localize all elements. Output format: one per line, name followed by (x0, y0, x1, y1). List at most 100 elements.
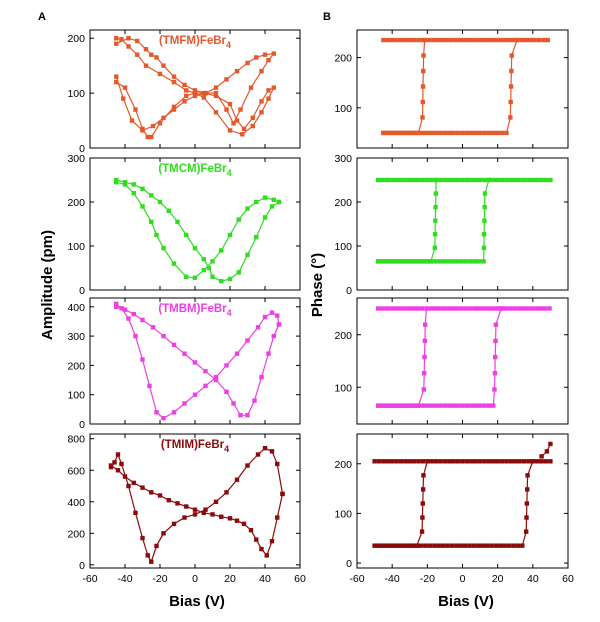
data-point (255, 452, 261, 457)
data-point (459, 259, 464, 264)
data-point (451, 459, 456, 464)
data-point (419, 259, 425, 264)
data-point (154, 410, 159, 415)
data-point (372, 543, 377, 548)
data-point (248, 527, 254, 533)
data-point (534, 306, 539, 311)
series-forward (375, 306, 552, 408)
data-point (473, 403, 478, 408)
data-point (114, 177, 119, 183)
data-point (389, 130, 395, 136)
data-point (192, 360, 198, 365)
data-point (539, 454, 544, 459)
data-point (486, 403, 492, 408)
data-point (421, 53, 426, 58)
data-point (271, 197, 276, 202)
data-point (510, 37, 515, 43)
data-point (529, 306, 535, 311)
data-point (480, 543, 485, 548)
data-point (526, 177, 531, 183)
data-point (521, 459, 527, 464)
data-point (464, 459, 470, 464)
data-point (161, 415, 166, 421)
data-point (520, 543, 525, 548)
data-point (493, 354, 498, 360)
data-point (446, 259, 451, 264)
data-point (276, 199, 282, 205)
data-point (236, 270, 241, 275)
data-point (133, 107, 138, 112)
data-point (114, 74, 119, 79)
data-point (149, 559, 154, 564)
data-point (381, 37, 386, 43)
data-point (476, 543, 481, 548)
data-point (514, 37, 520, 43)
data-point (402, 306, 407, 311)
data-point (149, 134, 154, 140)
data-point (381, 459, 386, 464)
data-point (126, 36, 131, 41)
data-point (149, 52, 154, 57)
data-point (385, 37, 390, 43)
data-point (133, 333, 138, 339)
phase-axis-label: Phase (°) (309, 253, 326, 317)
data-point (126, 483, 131, 489)
panel-a2: 0 100 200 300 (TMCM)FeBr4 (67, 153, 301, 297)
data-point (245, 463, 250, 468)
data-point (393, 177, 398, 183)
data-point (262, 445, 268, 451)
data-point (433, 177, 438, 183)
data-point (513, 177, 518, 183)
data-point (515, 543, 521, 548)
data-point (227, 276, 233, 282)
data-point (482, 130, 487, 136)
data-point (213, 377, 219, 383)
data-point (424, 306, 429, 311)
data-point (523, 37, 528, 43)
data-point (419, 529, 425, 534)
data-point (372, 459, 377, 464)
data-point (397, 259, 403, 264)
data-point (403, 37, 408, 43)
data-point (411, 37, 417, 43)
data-point (231, 121, 236, 126)
data-point (259, 374, 264, 380)
data-point (262, 314, 268, 320)
amplitude-axis-label: Amplitude (pm) (39, 230, 56, 340)
data-point (407, 403, 412, 408)
x-tick-label: 60 (294, 573, 306, 585)
data-point (192, 275, 198, 280)
data-point (182, 82, 187, 88)
y-tick-label: 200 (334, 53, 352, 65)
data-point (543, 459, 549, 464)
data-point (122, 180, 128, 185)
data-point (511, 543, 516, 548)
data-point (150, 325, 156, 330)
data-point (477, 259, 482, 264)
data-point (131, 480, 136, 486)
series-high-lead (375, 306, 425, 311)
x-tick-label: -20 (420, 573, 435, 585)
data-point (433, 306, 438, 311)
series-line (116, 181, 280, 279)
data-point (468, 259, 473, 264)
data-point (535, 177, 540, 183)
data-point (419, 177, 425, 183)
y-tick-label: 600 (67, 465, 85, 477)
y-tick-label: 0 (79, 560, 85, 572)
data-point (381, 403, 386, 408)
data-point (126, 316, 131, 321)
data-point (250, 123, 255, 129)
data-point (544, 449, 550, 454)
data-point (508, 84, 514, 89)
x-tick-label: 0 (460, 573, 466, 585)
data-point (416, 37, 421, 43)
y-tick-label: 300 (67, 153, 85, 165)
data-point (421, 371, 427, 376)
data-point (182, 351, 187, 356)
data-point (157, 121, 163, 126)
data-point (521, 177, 527, 183)
data-point (475, 37, 480, 43)
data-point (415, 306, 420, 311)
data-point (447, 130, 452, 136)
